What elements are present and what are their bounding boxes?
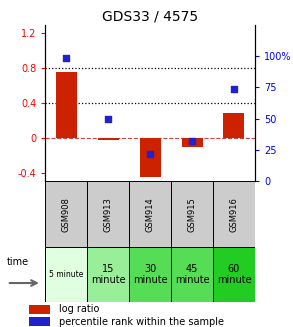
Bar	[45, 181, 87, 247]
Point	[148, 151, 152, 157]
Text: 30
minute: 30 minute	[133, 264, 168, 285]
Bar	[224, 113, 244, 138]
Bar	[182, 138, 202, 146]
Bar	[87, 247, 129, 302]
Point	[190, 139, 195, 144]
Bar	[171, 247, 213, 302]
Text: percentile rank within the sample: percentile rank within the sample	[59, 317, 224, 327]
Text: 15
minute: 15 minute	[91, 264, 126, 285]
Bar	[129, 181, 171, 247]
Text: 5 minute: 5 minute	[49, 270, 84, 279]
Title: GDS33 / 4575: GDS33 / 4575	[102, 9, 198, 23]
Text: 45
minute: 45 minute	[175, 264, 209, 285]
Text: 60
minute: 60 minute	[217, 264, 251, 285]
Bar	[29, 305, 50, 314]
Text: GSM916: GSM916	[229, 197, 239, 232]
Text: GSM915: GSM915	[188, 197, 197, 232]
Text: time: time	[7, 257, 29, 267]
Text: GSM913: GSM913	[104, 197, 113, 232]
Bar	[87, 181, 129, 247]
Bar	[140, 138, 161, 177]
Bar	[98, 138, 119, 140]
Bar	[56, 73, 77, 138]
Bar	[213, 247, 255, 302]
Text: GSM908: GSM908	[62, 197, 71, 232]
Bar	[213, 181, 255, 247]
Bar	[45, 247, 87, 302]
Text: GSM914: GSM914	[146, 197, 155, 232]
Bar	[129, 247, 171, 302]
Text: log ratio: log ratio	[59, 304, 99, 314]
Point	[64, 56, 69, 61]
Point	[231, 86, 236, 91]
Bar	[171, 181, 213, 247]
Bar	[29, 317, 50, 326]
Point	[106, 116, 111, 121]
